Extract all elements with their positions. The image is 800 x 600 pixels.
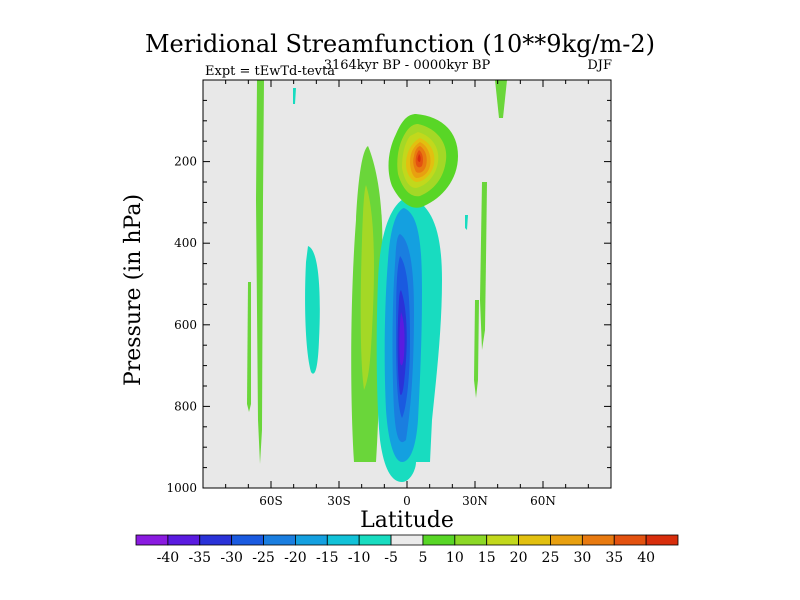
colorbar-label: 25: [542, 550, 560, 566]
contour-strip-42n: [495, 80, 507, 118]
colorbar-label: 30: [573, 550, 591, 566]
colorbar-label: 15: [478, 550, 496, 566]
contour-neg-30: [399, 312, 405, 366]
y-tick-label: 400: [174, 236, 197, 250]
x-tick-label: 0: [403, 494, 411, 508]
colorbar-segment: [358, 534, 392, 546]
contour-lightgreen-inner: [360, 185, 374, 390]
colorbar-segment: [581, 534, 615, 546]
experiment-label: Expt = tEwTd-tevta: [205, 64, 335, 79]
colorbar-segment: [295, 534, 328, 546]
y-axis-label: Pressure (in hPa): [121, 194, 146, 386]
colorbar-segment: [486, 534, 519, 546]
contour-pos-40: [417, 154, 421, 162]
colorbar-label: -30: [220, 550, 243, 566]
contour-strip-30n-lower: [474, 300, 479, 398]
contour-blip-a: [293, 88, 296, 104]
colorbar: -40 -35 -30 -25 -20 -15 -10 -5 5 10 15 20 25 30 35 40: [135, 534, 679, 566]
colorbar-label: -5: [384, 550, 398, 566]
y-tick-label: 800: [174, 399, 197, 413]
contour-teal-40s: [305, 246, 320, 374]
contour-strip-30n: [480, 182, 487, 350]
season-label: DJF: [587, 58, 612, 73]
colorbar-segment: [613, 534, 647, 546]
y-tick-label: 600: [174, 318, 197, 332]
colorbar-segment: [422, 534, 456, 546]
x-tick-label: 60N: [530, 494, 556, 508]
colorbar-segment: [518, 534, 551, 546]
colorbar-segment: [263, 534, 296, 546]
colorbar-segment: [550, 534, 583, 546]
colorbar-label: 20: [510, 550, 528, 566]
x-tick-label: 30N: [462, 494, 488, 508]
colorbar-label: -40: [157, 550, 180, 566]
colorbar-segment: [645, 534, 679, 546]
colorbar-label: 40: [637, 550, 655, 566]
chart-subtitle: 3164kyr BP - 0000kyr BP: [323, 58, 491, 73]
y-tick-label: 200: [174, 155, 197, 169]
colorbar-segment: [454, 534, 488, 546]
colorbar-label: 35: [605, 550, 623, 566]
colorbar-label: -20: [284, 550, 307, 566]
colorbar-segment: [199, 534, 233, 546]
colorbar-segment: [167, 534, 201, 546]
x-axis-label: Latitude: [360, 508, 454, 533]
x-tick-label: 30S: [327, 494, 351, 508]
colorbar-segment: [231, 534, 264, 546]
colorbar-label: -15: [316, 550, 339, 566]
y-tick-label: 1000: [166, 481, 197, 495]
colorbar-label: 10: [446, 550, 464, 566]
chart-title: Meridional Streamfunction (10**9kg/m-2): [144, 30, 656, 58]
axes: 60S 30S 0 30N 60N 200 400 600 800 1000: [166, 80, 611, 508]
colorbar-label: -25: [252, 550, 275, 566]
contour-blip-b: [465, 215, 468, 230]
colorbar-segment: [326, 534, 360, 546]
contour-strip-south-midlat: [256, 80, 264, 464]
colorbar-label: 5: [418, 550, 427, 566]
x-tick-label: 60S: [259, 494, 283, 508]
colorbar-label: -10: [348, 550, 371, 566]
colorbar-segment: [390, 534, 424, 546]
contour-strip-left: [247, 282, 251, 412]
colorbar-segment: [135, 534, 169, 546]
colorbar-label: -35: [188, 550, 211, 566]
contour-fills: [247, 80, 507, 482]
